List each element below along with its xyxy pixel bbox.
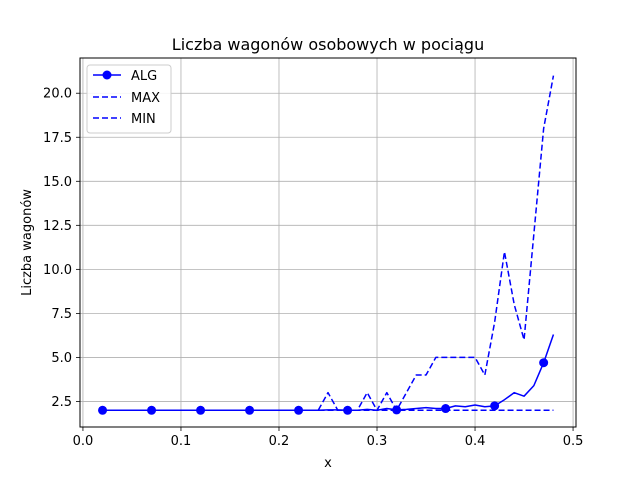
data-point-alg [539, 358, 549, 368]
y-axis-label: Liczba wagonów [20, 189, 35, 296]
y-tick-label: 12.5 [43, 219, 72, 234]
y-tick-label: 10.0 [43, 263, 72, 278]
y-tick-label: 20.0 [43, 87, 72, 102]
x-tick-label: 0.4 [465, 434, 486, 449]
axis-ticks: 0.0 0.1 0.2 0.3 0.4 0.5 2.5 5.0 7.5 10.0 12.5 15.0 1… [43, 87, 583, 449]
y-tick-label: 2.5 [51, 395, 72, 410]
data-point-alg [98, 405, 108, 415]
legend: ALG MAX MIN [86, 64, 172, 134]
x-tick-label: 0.1 [171, 434, 192, 449]
y-tick-label: 15.0 [43, 175, 72, 190]
legend-box [86, 64, 172, 134]
data-point-alg [490, 401, 500, 411]
x-axis-label: x [324, 456, 332, 471]
y-tick-label: 7.5 [51, 307, 72, 322]
legend-alg-marker [102, 70, 112, 80]
y-tick-label: 17.5 [43, 131, 72, 146]
plot-frame [79, 57, 577, 428]
plot-series [98, 75, 555, 415]
data-point-alg [294, 405, 304, 415]
legend-label-min: MIN [131, 112, 156, 127]
x-tick-label: 0.5 [563, 434, 584, 449]
legend-label-max: MAX [131, 91, 160, 106]
data-point-alg [196, 405, 206, 415]
x-tick-label: 0.3 [367, 434, 388, 449]
x-tick-label: 0.0 [73, 434, 94, 449]
y-tick-label: 5.0 [51, 351, 72, 366]
legend-label-alg: ALG [131, 69, 157, 84]
data-point-alg [441, 404, 451, 414]
x-tick-label: 0.2 [269, 434, 290, 449]
grid [80, 58, 576, 427]
chart-title: Liczba wagonów osobowych w pociągu [172, 35, 484, 54]
